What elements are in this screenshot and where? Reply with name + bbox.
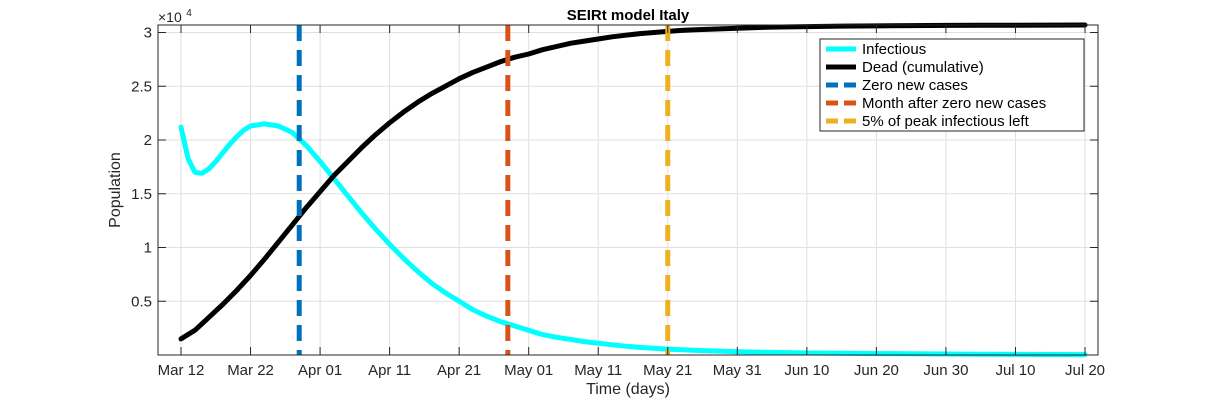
y-exponent-base: ×10 [158, 9, 182, 25]
y-tick-label: 1.5 [131, 186, 152, 203]
y-axis-label: Population [107, 152, 124, 228]
x-tick-label: May 01 [504, 362, 553, 379]
y-tick-label: 0.5 [131, 293, 152, 310]
legend-label-zero-new-cases: Zero new cases [862, 77, 968, 94]
y-tick-label: 1 [144, 240, 152, 257]
series-infectious-line [178, 121, 1088, 358]
y-tick-label: 2 [144, 132, 152, 149]
x-tick-label: May 31 [713, 362, 762, 379]
tick-labels: Mar 12 Mar 22 Apr 01 Apr 11 Apr 21 May 01 May … [131, 25, 1105, 379]
series-dead-cumulative-line [178, 22, 1088, 342]
x-tick-label: Jun 30 [923, 362, 968, 379]
legend-box [819, 38, 1085, 132]
legend-label-infectious: Infectious [862, 41, 926, 58]
y-tick-label: 2.5 [131, 78, 152, 95]
y-exponent-power: 4 [186, 8, 192, 19]
x-tick-label: Jul 10 [995, 362, 1035, 379]
x-tick-label: May 21 [643, 362, 692, 379]
legend-label-month-after-zero-new-cases: Month after zero new cases [862, 95, 1046, 112]
y-tick-label: 3 [144, 25, 152, 42]
x-tick-label: Apr 01 [298, 362, 342, 379]
x-axis-label: Time (days) [586, 381, 670, 398]
x-tick-label: Apr 11 [368, 362, 411, 379]
x-tick-label: Mar 12 [158, 362, 205, 379]
x-tick-label: Jun 20 [854, 362, 899, 379]
x-tick-label: Apr 21 [437, 362, 481, 379]
x-tick-label: Mar 22 [227, 362, 274, 379]
x-tick-label: May 11 [574, 362, 622, 379]
series-layer [178, 22, 1088, 358]
legend-label-dead-cumulative: Dead (cumulative) [862, 59, 984, 76]
y-exponent: ×10 4 [158, 8, 192, 26]
x-tick-label: Jul 20 [1065, 362, 1105, 379]
chart-title: SEIRt model Italy [567, 7, 690, 24]
ticks [158, 25, 1098, 355]
plot-frame [157, 24, 1099, 356]
legend-label-5-of-peak-infectious-left: 5% of peak infectious left [862, 113, 1030, 130]
x-tick-label: Jun 10 [784, 362, 829, 379]
